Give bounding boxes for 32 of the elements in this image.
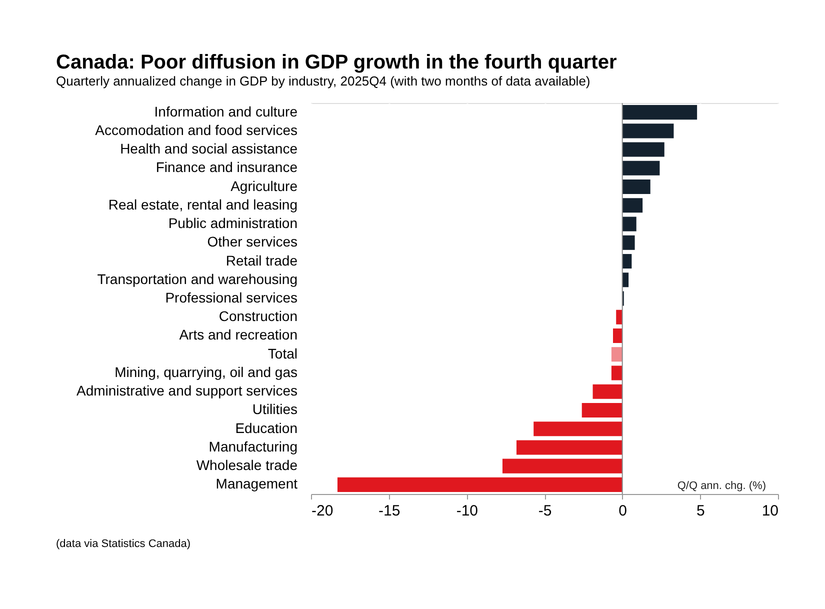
y-tick-label: Utilities	[252, 401, 298, 418]
y-tick-label: Management	[216, 476, 298, 492]
y-tick-label: Finance and insurance	[156, 159, 298, 176]
y-tick-label: Construction	[218, 308, 298, 324]
chart-title: Canada: Poor diffusion in GDP growth in the fourth quarter	[56, 52, 617, 74]
x-tick-label: -10	[456, 502, 478, 520]
x-tick-label: 5	[696, 502, 705, 520]
x-tick-label: 0	[618, 502, 628, 520]
y-tick-label: Professional services	[165, 290, 298, 306]
y-tick-label: Arts and recreation	[179, 326, 298, 343]
y-tick-label: Education	[235, 420, 298, 436]
y-tick-label: Health and social assistance	[120, 140, 298, 157]
y-tick-label: Manufacturing	[208, 438, 298, 454]
text: (data via Statistics Canada)	[56, 538, 191, 550]
y-tick-label: Mining, quarrying, oil and gas	[114, 364, 298, 380]
x-tick-label: -15	[378, 502, 400, 520]
y-tick-label: Administrative and support services	[76, 382, 298, 399]
y-tick-label: Transportation and warehousing	[97, 270, 298, 287]
y-tick-label: Wholesale trade	[196, 457, 298, 474]
y-tick-label: Information and culture	[154, 103, 298, 120]
x-axis-title: Q/Q ann. chg. (%)	[677, 480, 766, 492]
chart-subtitle: Quarterly annualized change in GDP by industry, 2025Q4 (with two months of data available)	[56, 74, 590, 88]
y-tick-label: Public administration	[168, 215, 298, 232]
x-tick-label: -5	[538, 502, 552, 520]
x-tick-label: -20	[312, 502, 334, 520]
y-tick-label: Other services	[207, 234, 298, 250]
y-tick-label: Retail trade	[226, 252, 298, 268]
x-tick-label: 10	[762, 502, 778, 520]
y-tick-label: Real estate, rental and leasing	[108, 196, 298, 212]
y-tick-label: Agriculture	[230, 178, 298, 194]
y-tick-label: Accomodation and food services	[95, 122, 298, 138]
y-tick-label: Total	[268, 345, 298, 362]
